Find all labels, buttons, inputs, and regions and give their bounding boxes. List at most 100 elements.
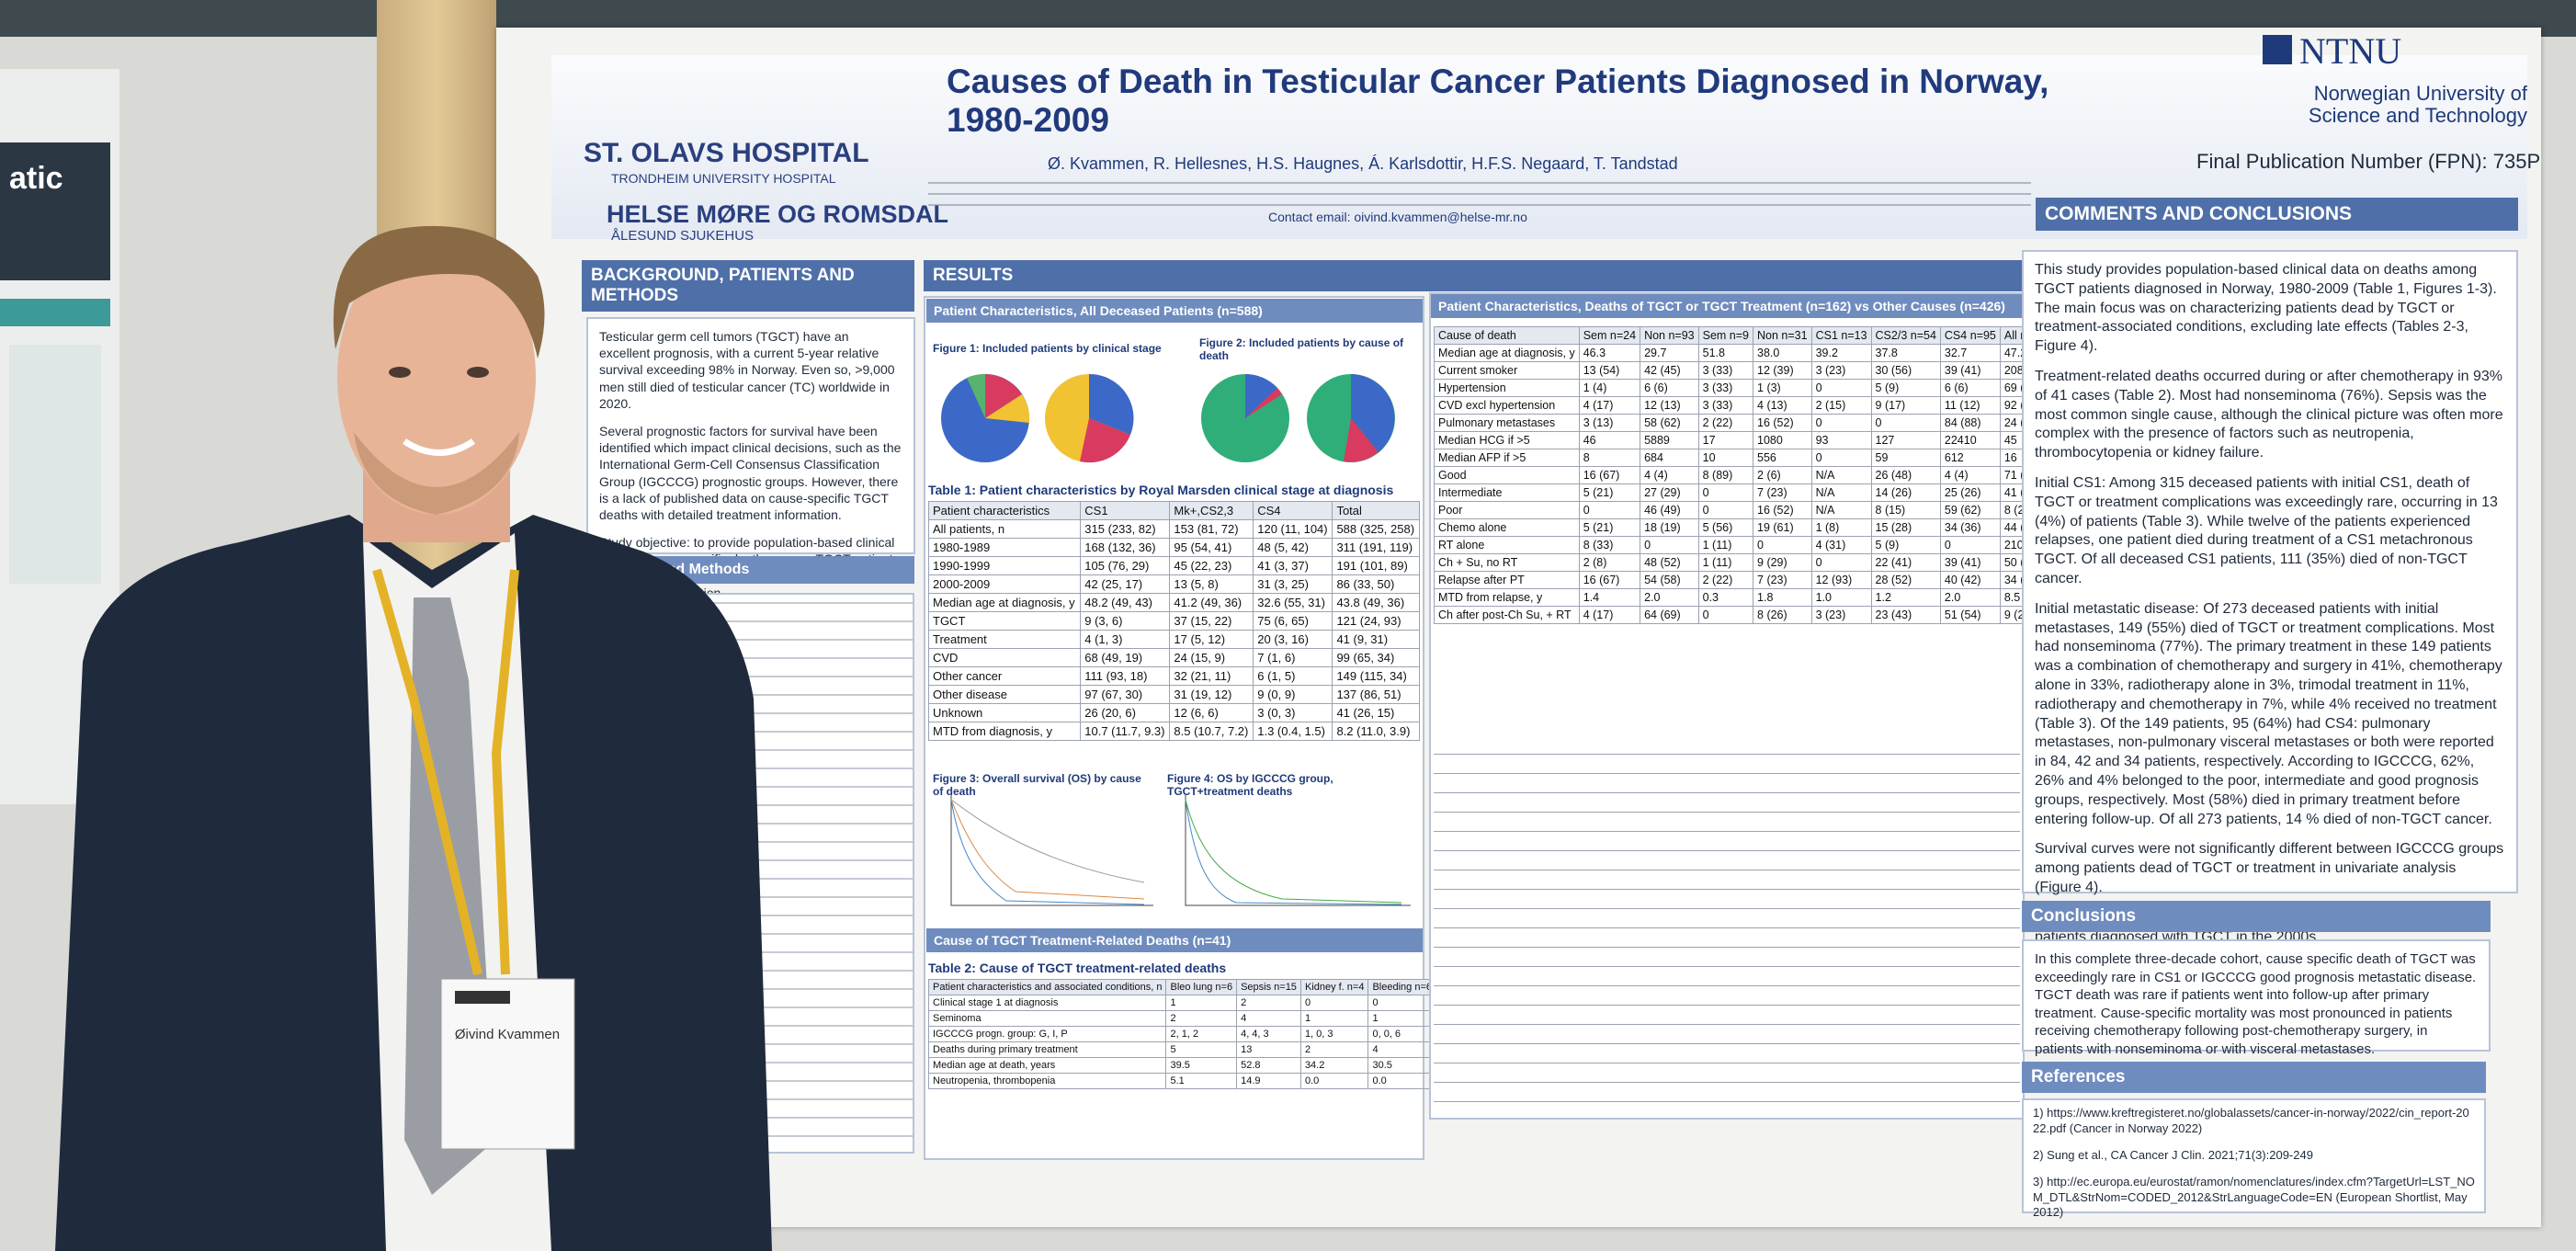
table-caption: Table 2: Cause of TGCT treatment-related… [928,961,1227,975]
table-cell: 20 (3, 16) [1253,630,1333,649]
header-cell: Sepsis n=15 [1236,979,1301,995]
references: 1) https://www.kreftregisteret.no/global… [2022,1098,2486,1219]
table-cell: 1080 [1753,431,1812,449]
table-row: Median AFP if >5 8 684 10 556 0 59 612 16 [1434,449,2058,467]
table-cell: 8.5 (10.7, 7.2) [1169,722,1254,741]
table-caption: Table 1: Patient characteristics by Roya… [928,483,1394,497]
table-cell: 8 (33) [1578,536,1641,554]
table-3: Cause of death Sem n=24 Non n=93 Sem n=9 Non… [1434,326,2058,624]
pie [1201,373,1289,462]
table-row: Ch + Su, no RT 2 (8) 48 (52) 1 (11) 9 (29) 0 2… [1434,553,2058,572]
table-cell: 121 (24, 93) [1332,611,1420,631]
table-row: Median age at diagnosis, y 46.3 29.7 51.8 38… [1434,344,2058,362]
header-cell: Mk+,CS2,3 [1169,501,1254,520]
table-cell: 105 (76, 29) [1080,556,1171,575]
table-1: Table 1: Patient characteristics by Roya… [927,483,1420,741]
table-cell: 6 (1, 5) [1253,666,1333,686]
table-cell: 4 (4) [1939,466,2001,484]
table-cell: 19 (61) [1753,518,1812,537]
table-cell: Treatment [927,630,1082,649]
eye [467,367,489,378]
table-cell: 0, 0, 6 [1367,1026,1436,1042]
table-cell: 13 (54) [1578,361,1641,380]
table-cell: 37.8 [1870,344,1941,362]
paragraph: Initial metastatic disease: Of 273 decea… [2035,600,2502,827]
table-cell: 0 [1697,606,1754,624]
header-cell: CS1 [1080,501,1171,520]
panel-heading: Patient Characteristics, All Deceased Pa… [926,299,1423,323]
table-row: Neutropenia, thrombopenia5.114.90.00.01.… [927,1073,1559,1089]
table-row: Median age at diagnosis, y 48.2 (49, 43) 4… [927,593,1420,612]
table-row: 1980-1989 168 (132, 36) 95 (54, 41) 48 (5, … [927,538,1420,557]
panel-heading: Cause of TGCT Treatment-Related Deaths (… [926,928,1423,952]
table-cell: 52.8 [1236,1057,1301,1074]
table-cell: 3 (33) [1697,379,1754,397]
table-cell: Other cancer [927,666,1082,686]
table-cell: 3 (23) [1810,361,1872,380]
table-cell: IGCCCG progn. group: G, I, P [927,1026,1167,1042]
comments-text: This study provides population-based cli… [2022,250,2518,945]
table-cell: Unknown [927,703,1082,722]
table-cell: 48 (5, 42) [1253,538,1333,557]
table-cell: 5889 [1640,431,1699,449]
header-cell: CS2/3 n=54 [1870,326,1941,345]
table-row: All patients, n 315 (233, 82) 153 (81, 72)… [927,519,1420,539]
affiliations [928,182,2031,206]
reference: 3) http://ec.europa.eu/eurostat/ramon/no… [2033,1174,2475,1220]
header-cell: Total [1332,501,1420,520]
logo-helse: HELSE MØRE OG ROMSDAL [607,200,949,228]
table-cell: 588 (325, 258) [1332,519,1420,539]
background-text: Testicular germ cell tumors (TGCT) have … [586,317,915,600]
table-row: Current smoker 13 (54) 42 (45) 3 (33) 12 (39… [1434,361,2058,380]
conclusions-text: In this complete three-decade cohort, ca… [2022,939,2491,1057]
table-cell: 8 (26) [1753,606,1812,624]
table-cell: 42 (25, 17) [1080,574,1171,594]
poster-authors: Ø. Kvammen, R. Hellesnes, H.S. Haugnes, … [1048,154,1678,173]
table-cell: Chemo alone [1434,518,1580,537]
table-cell: 2.0 [1640,588,1699,607]
survival-figures [950,795,1411,906]
figure-caption: Figure 2: Included patients by cause of … [1199,336,1404,362]
table-cell: 14 (26) [1870,483,1941,502]
table-cell: 23 (43) [1870,606,1941,624]
table-cell: 64 (69) [1640,606,1699,624]
table-cell: 25 (26) [1939,483,2001,502]
table-cell: 111 (93, 18) [1080,666,1171,686]
section-heading: COMMENTS AND CONCLUSIONS [2036,198,2518,231]
table-cell: 93 [1810,431,1872,449]
table-cell: 9 (17) [1870,396,1941,415]
table-cell: 5 (9) [1870,536,1941,554]
table-row: MTD from diagnosis, y 10.7 (11.7, 9.3) 8.5… [927,722,1420,741]
lanyard [372,568,519,976]
panel-heading: Patient Characteristics, Deaths of TGCT … [1431,294,2023,318]
neighbor-band [0,299,110,326]
table-cell: 37 (15, 22) [1169,611,1254,631]
hair [333,225,545,358]
header-cell: Sem n=24 [1578,326,1641,345]
table-cell: 0.3 [1697,588,1754,607]
table-cell: 1.3 (0.4, 1.5) [1253,722,1333,741]
paragraph: Treatment-related deaths occurred during… [2035,368,2503,461]
pie [1307,374,1395,462]
paragraph: This study provides population-based cli… [2035,262,2497,355]
paragraph: Testicular germ cell tumors (TGCT) have … [599,329,895,411]
table-cell: 11 (12) [1939,396,2001,415]
poster-title: Causes of Death in Testicular Cancer Pat… [947,63,2049,139]
table-cell: Ch after post-Ch Su, + RT [1434,606,1580,624]
table-cell: 1.0 [1810,588,1872,607]
table-cell: 1980-1989 [927,538,1082,557]
table-cell: 10.7 (11.7, 9.3) [1080,722,1171,741]
neighbor-heading: atic [0,142,110,280]
beard [354,432,519,515]
table-cell: 31 (3, 25) [1253,574,1333,594]
table-cell: 34 (36) [1939,518,2001,537]
table-cell: Ch + Su, no RT [1434,553,1580,572]
section-heading: RESULTS [924,260,2022,291]
table-row: Other disease 97 (67, 30) 31 (19, 12) 9 (0,… [927,685,1420,704]
section-heading: BACKGROUND, PATIENTS AND METHODS [582,260,914,312]
table-cell: 54 (58) [1640,571,1699,589]
table-cell: Clinical stage 1 at diagnosis [927,995,1167,1011]
poster-email: Contact email: oivind.kvammen@helse-mr.n… [1268,210,1527,224]
figure-caption: Figure 3: Overall survival (OS) by cause… [933,772,1141,798]
table-row: Other cancer 111 (93, 18) 32 (21, 11) 6 (1,… [927,666,1420,686]
